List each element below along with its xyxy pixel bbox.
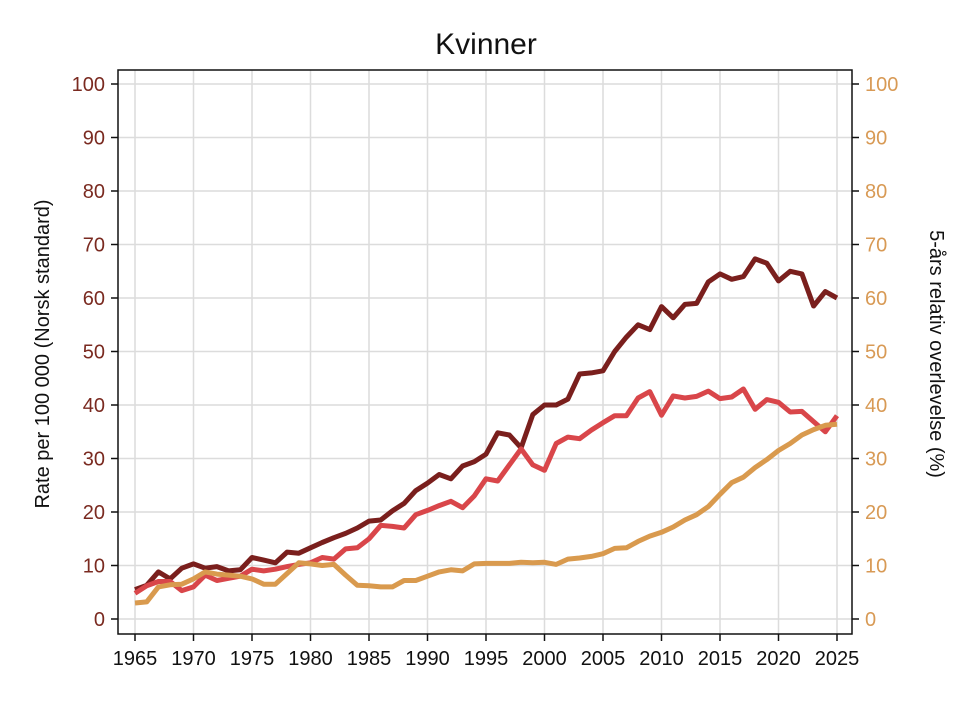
y-axis-left-label: Rate per 100 000 (Norsk standard) xyxy=(32,199,54,508)
y-right-tick-label: 60 xyxy=(865,288,887,310)
x-tick-label: 2010 xyxy=(639,648,684,670)
x-tick-label: 1985 xyxy=(347,648,392,670)
y-right-tick-label: 10 xyxy=(865,556,887,578)
series-line-orange xyxy=(134,421,838,606)
x-tick-label: 1970 xyxy=(171,648,216,670)
y-right-tick-label: 100 xyxy=(865,74,898,96)
x-tick-label: 1965 xyxy=(113,648,158,670)
y-left-tick-label: 100 xyxy=(72,74,105,96)
y-axis-right-label: 5-års relativ overlevelse (%) xyxy=(925,230,947,478)
y-left-tick-label: 90 xyxy=(83,128,105,150)
x-tick-label: 2015 xyxy=(698,648,743,670)
x-tick-label: 1975 xyxy=(230,648,275,670)
y-left-tick-label: 70 xyxy=(83,235,105,257)
x-tick-label: 2025 xyxy=(815,648,860,670)
x-tick-label: 1980 xyxy=(288,648,333,670)
series-line-red xyxy=(133,386,840,596)
chart-title: Kvinner xyxy=(435,28,537,61)
y-right-tick-label: 90 xyxy=(865,128,887,150)
y-right-tick-label: 80 xyxy=(865,181,887,203)
series-line-dark-red xyxy=(134,256,839,592)
y-right-tick-label: 70 xyxy=(865,235,887,257)
axes: 1965 1970 1975 1980 1985 1990 1995 2000 2005 2010… xyxy=(72,74,899,670)
y-left-tick-label: 20 xyxy=(83,502,105,524)
y-left-tick-label: 30 xyxy=(83,449,105,471)
y-right-tick-label: 30 xyxy=(865,449,887,471)
y-right-tick-label: 0 xyxy=(865,609,876,631)
series-layer xyxy=(133,256,840,606)
x-tick-label: 2005 xyxy=(581,648,626,670)
y-left-tick-label: 40 xyxy=(83,395,105,417)
x-tick-label: 1995 xyxy=(464,648,509,670)
y-left-tick-label: 0 xyxy=(94,609,105,631)
y-left-tick-label: 50 xyxy=(83,342,105,364)
y-right-tick-label: 40 xyxy=(865,395,887,417)
y-left-tick-label: 10 xyxy=(83,556,105,578)
y-left-tick-label: 60 xyxy=(83,288,105,310)
grid xyxy=(118,70,852,634)
x-tick-label: 2020 xyxy=(756,648,801,670)
x-tick-label: 2000 xyxy=(522,648,567,670)
y-left-tick-label: 80 xyxy=(83,181,105,203)
x-tick-label: 1990 xyxy=(405,648,450,670)
y-right-tick-label: 50 xyxy=(865,342,887,364)
y-right-tick-label: 20 xyxy=(865,502,887,524)
